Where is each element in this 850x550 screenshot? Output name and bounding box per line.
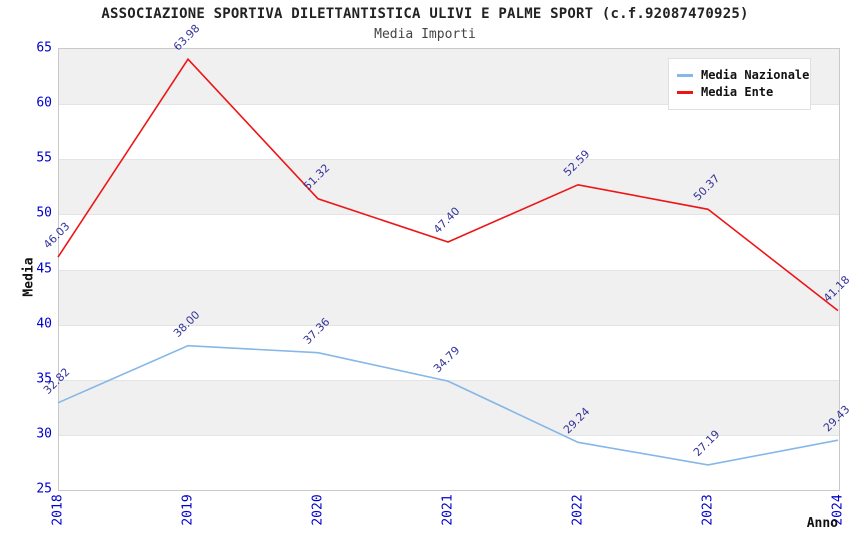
plot-band: [59, 269, 839, 325]
value-label: 27.19: [691, 428, 722, 459]
value-label: 37.36: [301, 315, 332, 346]
legend-label: Media Ente: [701, 85, 774, 99]
value-label: 29.24: [561, 405, 592, 436]
y-tick-label: 30: [36, 426, 52, 442]
legend-swatch-icon: [677, 73, 693, 77]
plot-band: [59, 159, 839, 215]
legend: Media Nazionale Media Ente: [668, 58, 811, 110]
y-tick-label: 25: [36, 481, 52, 497]
legend-entry: Media Nazionale: [677, 68, 809, 82]
chart-title: ASSOCIAZIONE SPORTIVA DILETTANTISTICA UL…: [101, 6, 749, 22]
x-tick-label: 2021: [440, 494, 456, 526]
y-tick-label: 65: [36, 40, 52, 56]
plot-band: [59, 379, 839, 435]
y-tick-label: 40: [36, 316, 52, 332]
y-axis-title: Media: [21, 257, 37, 297]
legend-swatch-icon: [677, 90, 693, 94]
series-line-media-nazionale: [57, 344, 839, 466]
plot-band: [59, 104, 839, 160]
chart-subtitle: Media Importi: [374, 27, 476, 42]
y-tick-label: 45: [36, 261, 52, 276]
x-axis-title: Anno: [806, 516, 838, 531]
x-tick-label: 2022: [570, 494, 586, 526]
y-tick-label: 35: [36, 371, 52, 387]
legend-entry: Media Ente: [677, 85, 802, 99]
value-label: 46.03: [41, 220, 72, 251]
y-tick-label: 60: [36, 95, 52, 111]
plot-area: [58, 48, 840, 491]
value-label: 29.43: [821, 403, 850, 434]
value-label: 50.37: [691, 172, 722, 203]
series-line-media-ente: [57, 57, 839, 312]
x-tick-label: 2023: [700, 494, 716, 526]
y-tick-label: 50: [36, 205, 52, 221]
x-tick-label: 2019: [180, 494, 196, 526]
legend-label: Media Nazionale: [701, 68, 810, 82]
value-label: 52.59: [561, 147, 592, 178]
value-label: 38.00: [171, 308, 202, 339]
value-label: 51.32: [301, 161, 332, 192]
y-tick-label: 55: [36, 150, 52, 166]
value-label: 41.18: [821, 273, 850, 304]
x-tick-label: 2020: [310, 494, 326, 526]
plot-band: [59, 324, 839, 380]
plot-band: [59, 434, 839, 490]
value-label: 47.40: [431, 205, 462, 236]
value-label: 34.79: [431, 344, 462, 375]
x-tick-label: 2018: [50, 494, 66, 526]
